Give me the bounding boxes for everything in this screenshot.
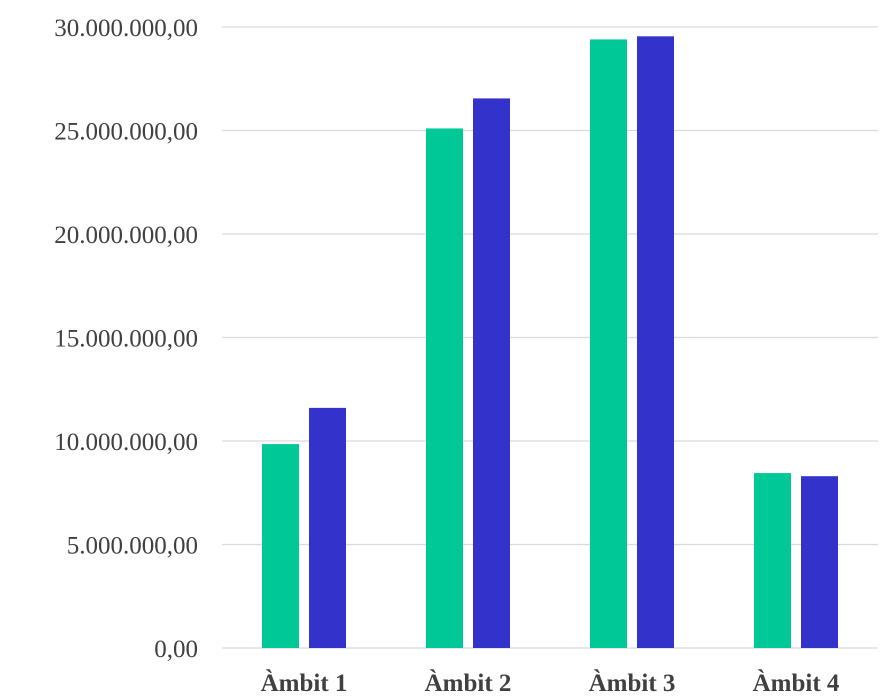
x-category-label: Àmbit 2 <box>425 669 512 697</box>
bars <box>262 36 838 649</box>
y-tick-label: 5.000.000,00 <box>67 533 198 560</box>
bar-2-series-2 <box>473 98 510 649</box>
y-tick-label: 20.000.000,00 <box>54 222 198 249</box>
x-category-label: Àmbit 4 <box>753 669 840 697</box>
bar-1-series-1 <box>262 444 299 648</box>
y-axis-tick-labels: 0,00 5.000.000,00 10.000.000,00 15.000.000,… <box>54 15 198 663</box>
bar-2-series-1 <box>426 128 463 648</box>
bar-3-series-1 <box>590 39 627 649</box>
y-tick-label: 0,00 <box>154 636 198 663</box>
bar-4-series-2 <box>801 476 838 648</box>
bar-4-series-1 <box>754 473 791 648</box>
y-tick-label: 10.000.000,00 <box>54 429 198 456</box>
x-category-label: Àmbit 1 <box>261 669 348 697</box>
bar-1-series-2 <box>309 407 346 648</box>
x-category-label: Àmbit 3 <box>589 669 676 697</box>
y-tick-label: 30.000.000,00 <box>54 15 198 42</box>
bar-3-series-2 <box>637 36 674 648</box>
y-tick-label: 15.000.000,00 <box>54 326 198 353</box>
x-axis-category-labels: Àmbit 1 Àmbit 2 Àmbit 3 Àmbit 4 <box>261 669 840 697</box>
y-tick-label: 25.000.000,00 <box>54 119 198 146</box>
